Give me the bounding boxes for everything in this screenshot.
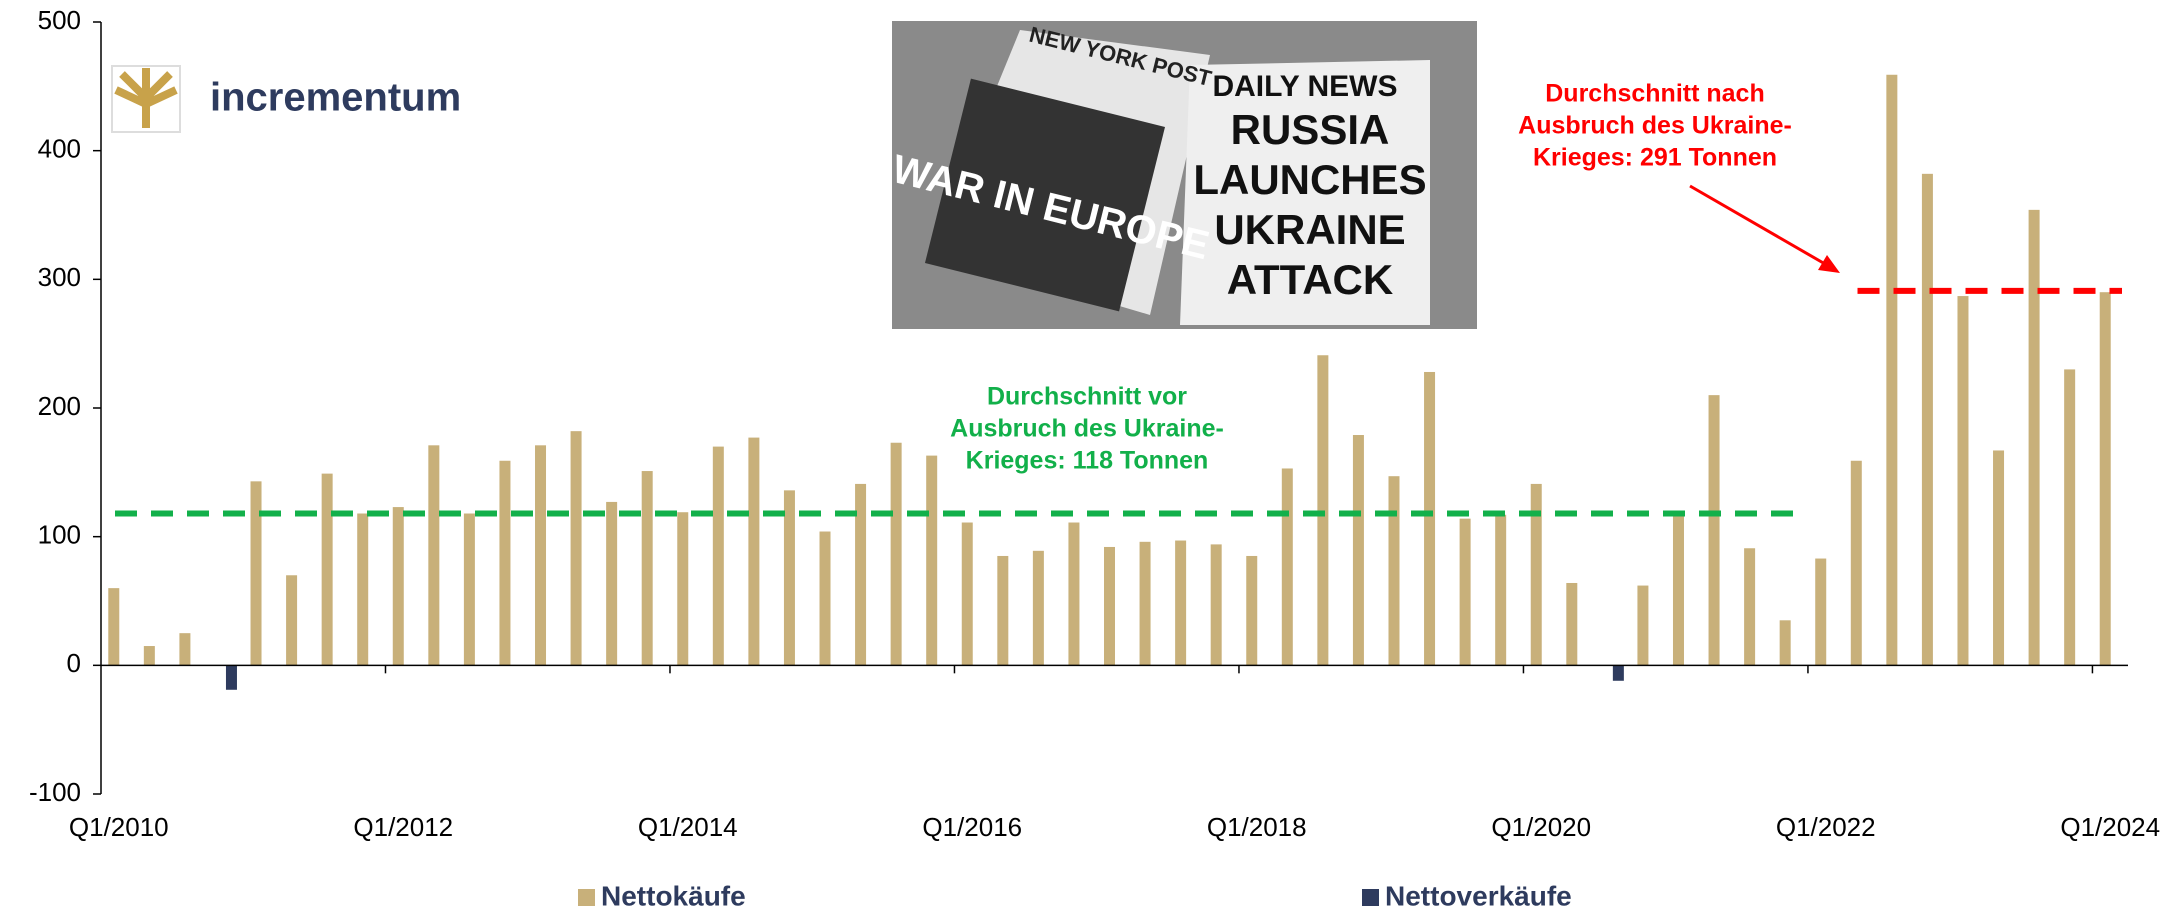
bar (250, 481, 262, 666)
bar (143, 646, 155, 666)
bar (392, 507, 404, 666)
bar (1779, 620, 1791, 666)
logo-tree (114, 68, 178, 128)
y-tick-label: 500 (38, 5, 81, 35)
bar (712, 446, 724, 666)
logo: incrementum (111, 65, 461, 133)
x-tick-label: Q1/2012 (353, 812, 453, 842)
annotation: Krieges: 291 Tonnen (1533, 144, 1777, 172)
bar (1424, 371, 1436, 666)
bar (1530, 483, 1542, 666)
bar (225, 665, 237, 690)
y-tick-label: 300 (38, 262, 81, 292)
bar (819, 531, 831, 666)
bar (321, 473, 333, 666)
bar (890, 442, 902, 666)
bar (1815, 558, 1827, 666)
x-tick-label: Q1/2022 (1776, 812, 1876, 842)
x-tick-label: Q1/2016 (922, 812, 1022, 842)
bar (961, 522, 973, 666)
bar (1352, 435, 1364, 666)
news-photo: NEW YORK POST WAR IN EUROPE DAILY NEWS R… (888, 21, 1477, 329)
bar (855, 483, 867, 666)
bar (357, 513, 369, 666)
bar (108, 588, 120, 666)
x-tick-label: Q1/2020 (1491, 812, 1591, 842)
bar (1850, 460, 1862, 666)
bar (1612, 665, 1624, 681)
y-tick-label: -100 (29, 777, 81, 807)
bar (1495, 514, 1507, 666)
bar (1459, 518, 1471, 666)
bar (1957, 296, 1969, 666)
bar (1139, 541, 1151, 666)
y-tick-label: 0 (67, 648, 81, 678)
y-tick-label: 200 (38, 391, 81, 421)
legend-label: Nettokäufe (601, 880, 746, 907)
bar (535, 445, 547, 666)
bar (1281, 468, 1293, 666)
bar (499, 460, 511, 666)
bar (1068, 522, 1080, 666)
bar (428, 445, 440, 666)
annotation: Ausbruch des Ukraine- (950, 415, 1224, 443)
bar (2064, 369, 2076, 666)
bar (179, 633, 191, 666)
bar (926, 455, 938, 666)
bar (1886, 74, 1898, 666)
annotation: Krieges: 118 Tonnen (966, 447, 1209, 475)
image-headline: RUSSIA LAUNCHES UKRAINE ATTACK (1193, 106, 1427, 303)
annotation: Durchschnitt nach (1545, 80, 1764, 108)
image-text: DAILY NEWS (1212, 70, 1397, 103)
x-tick-label: Q1/2018 (1207, 812, 1307, 842)
arrow-head (1818, 255, 1840, 273)
annotation-arrow (1689, 184, 1833, 270)
annotation: Durchschnitt vor (987, 383, 1187, 411)
y-tick-label: 100 (38, 520, 81, 550)
bar (677, 512, 689, 666)
bar (1921, 173, 1933, 666)
logo-text: incrementum (210, 76, 461, 120)
bar (1672, 516, 1684, 666)
bar (1246, 555, 1258, 666)
bar (1032, 550, 1044, 666)
bar (2099, 292, 2111, 666)
bar (1317, 355, 1329, 666)
photo-dark (924, 78, 1166, 312)
legend-swatch (578, 889, 595, 906)
bar (1708, 395, 1720, 666)
bar (463, 513, 475, 666)
bar (1744, 548, 1756, 666)
x-tick-label: Q1/2010 (69, 812, 169, 842)
y-tick-label: 400 (38, 134, 81, 164)
x-tick-label: Q1/2024 (2060, 812, 2160, 842)
bar (1566, 582, 1578, 666)
bar (783, 490, 795, 666)
bar (1175, 540, 1187, 666)
image-text: RUSSIA LAUNCHES UKRAINE ATTACK (1193, 106, 1427, 303)
bar (2028, 209, 2040, 666)
bar (748, 437, 760, 666)
bar (286, 575, 298, 666)
x-tick-label: Q1/2014 (638, 812, 738, 842)
legend-swatch (1362, 889, 1379, 906)
annotation: Ausbruch des Ukraine- (1518, 112, 1792, 140)
legend-label: Nettoverkäufe (1385, 880, 1572, 907)
bar (1210, 544, 1222, 666)
paper-right (1180, 60, 1430, 325)
bar (997, 555, 1009, 666)
bar (570, 431, 582, 666)
bar (1104, 546, 1115, 666)
bar (1388, 476, 1400, 666)
bar (641, 471, 653, 666)
bar (606, 501, 618, 666)
bar (1637, 585, 1649, 666)
bar (1993, 450, 2005, 666)
